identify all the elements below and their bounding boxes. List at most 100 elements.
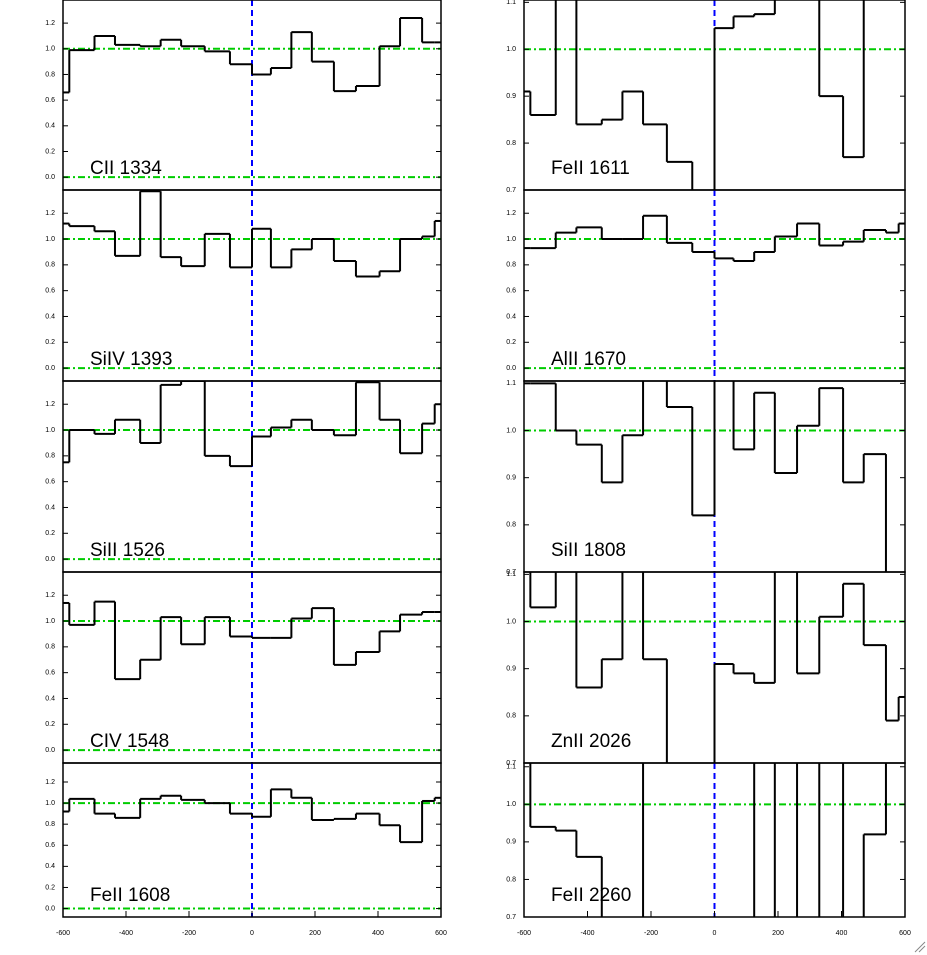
y-tick-label: 0.2 <box>506 339 516 346</box>
line-label: SiII 1808 <box>551 540 626 561</box>
x-tick-label: -400 <box>580 930 594 937</box>
x-tick-label: 400 <box>372 930 384 937</box>
y-tick-label: 1.0 <box>45 618 55 625</box>
plot-area <box>63 763 441 917</box>
y-tick-label: 0.2 <box>45 339 55 346</box>
panel: 0.7 0.8 0.9 1.0 1.1 -600 -400 -200 0 200 400 600 FeI… <box>506 762 911 937</box>
y-tick-label: 0.6 <box>45 479 55 486</box>
y-tick-label: 0.8 <box>506 713 516 720</box>
plot-area <box>63 190 441 381</box>
line-label: CIV 1548 <box>90 731 169 752</box>
panel: 0.0 0.2 0.4 0.6 0.8 1.0 1.2 AlII 1670 <box>506 189 906 382</box>
y-tick-label: 0.6 <box>45 288 55 295</box>
x-tick-label: -200 <box>182 930 196 937</box>
line-label: FeII 2260 <box>551 885 631 906</box>
y-tick-label: 1.0 <box>506 618 516 625</box>
y-tick-label: 1.1 <box>506 0 516 6</box>
y-tick-label: 0.9 <box>506 839 516 846</box>
y-tick-label: 0.4 <box>506 313 516 320</box>
y-tick-label: 0.0 <box>45 174 55 181</box>
resize-grip <box>914 941 926 953</box>
panel: 0.0 0.2 0.4 0.6 0.8 1.0 1.2 SiIV 1393 <box>45 189 442 382</box>
panel: 0.0 0.2 0.4 0.6 0.8 1.0 1.2 SiII 1526 <box>45 380 442 573</box>
y-tick-label: 1.0 <box>506 46 516 53</box>
y-tick-label: 0.8 <box>45 71 55 78</box>
line-label: FeII 1611 <box>551 158 630 179</box>
y-tick-label: 1.0 <box>506 427 516 434</box>
y-tick-label: 0.2 <box>45 148 55 155</box>
y-tick-label: 1.0 <box>45 427 55 434</box>
y-tick-label: 0.0 <box>45 747 55 754</box>
y-tick-label: 0.6 <box>45 670 55 677</box>
panel: 0.0 0.2 0.4 0.6 0.8 1.0 1.2 CII 1334 <box>45 0 442 191</box>
y-tick-label: 1.2 <box>45 20 55 27</box>
x-tick-label: -400 <box>119 930 133 937</box>
x-tick-label: -600 <box>56 930 70 937</box>
y-tick-label: 1.2 <box>45 210 55 217</box>
y-tick-label: 0.8 <box>506 876 516 883</box>
y-tick-label: 0.4 <box>45 863 55 870</box>
y-tick-label: 0.4 <box>45 504 55 511</box>
y-tick-label: 1.0 <box>506 801 516 808</box>
x-tick-label: 400 <box>836 930 848 937</box>
panel: 0.0 0.2 0.4 0.6 0.8 1.0 1.2 -600 -400 -200 0 200 400… <box>45 762 447 937</box>
y-tick-label: 1.0 <box>45 800 55 807</box>
line-label: FeII 1608 <box>90 885 170 906</box>
x-tick-label: 200 <box>309 930 321 937</box>
line-label: SiII 1526 <box>90 540 165 561</box>
y-tick-label: 0.8 <box>506 140 516 147</box>
y-tick-label: 0.8 <box>45 821 55 828</box>
plot-area <box>63 0 441 190</box>
y-tick-label: 0.7 <box>506 760 516 767</box>
y-tick-label: 0.9 <box>506 475 516 482</box>
y-tick-label: 0.0 <box>45 365 55 372</box>
plot-area <box>524 381 905 572</box>
line-label: AlII 1670 <box>551 349 626 370</box>
y-tick-label: 1.2 <box>45 592 55 599</box>
line-label: SiIV 1393 <box>90 349 172 370</box>
y-tick-label: 1.0 <box>45 46 55 53</box>
y-tick-label: 0.8 <box>45 262 55 269</box>
y-tick-label: 1.2 <box>506 210 516 217</box>
y-tick-label: 0.8 <box>506 522 516 529</box>
y-tick-label: 1.0 <box>506 236 516 243</box>
y-tick-label: 0.6 <box>45 97 55 104</box>
plot-area <box>63 381 441 572</box>
y-tick-label: 0.2 <box>45 884 55 891</box>
y-tick-label: 1.1 <box>506 380 516 387</box>
x-tick-label: 600 <box>899 930 911 937</box>
y-tick-label: 1.2 <box>45 779 55 786</box>
y-tick-label: 0.7 <box>506 914 516 921</box>
x-tick-label: 600 <box>435 930 447 937</box>
y-tick-label: 1.0 <box>45 236 55 243</box>
y-tick-label: 1.1 <box>506 571 516 578</box>
y-tick-label: 0.7 <box>506 569 516 576</box>
y-tick-label: 0.4 <box>45 123 55 130</box>
y-tick-label: 0.7 <box>506 187 516 194</box>
y-tick-label: 0.6 <box>45 842 55 849</box>
y-tick-label: 0.2 <box>45 721 55 728</box>
y-tick-label: 0.0 <box>45 556 55 563</box>
y-tick-label: 0.9 <box>506 93 516 100</box>
panel: 0.7 0.8 0.9 1.0 1.1 FeII 1611 <box>506 0 906 194</box>
panel: 0.7 0.8 0.9 1.0 1.1 SiII 1808 <box>506 380 906 576</box>
y-tick-label: 0.8 <box>506 262 516 269</box>
y-tick-label: 0.2 <box>45 530 55 537</box>
plot-area <box>524 572 905 763</box>
plot-area <box>63 572 441 763</box>
y-tick-label: 0.8 <box>45 644 55 651</box>
panel: 0.0 0.2 0.4 0.6 0.8 1.0 1.2 CIV 1548 <box>45 571 442 764</box>
y-tick-label: 0.6 <box>506 288 516 295</box>
y-tick-label: 1.1 <box>506 764 516 771</box>
line-label: ZnII 2026 <box>551 731 631 752</box>
x-tick-label: -600 <box>517 930 531 937</box>
panel: 0.7 0.8 0.9 1.0 1.1 ZnII 2026 <box>506 571 906 767</box>
x-tick-label: -200 <box>644 930 658 937</box>
plot-area <box>524 190 905 381</box>
y-tick-label: 0.4 <box>45 695 55 702</box>
y-tick-label: 0.0 <box>45 905 55 912</box>
y-tick-label: 1.2 <box>45 401 55 408</box>
line-label: CII 1334 <box>90 158 162 179</box>
